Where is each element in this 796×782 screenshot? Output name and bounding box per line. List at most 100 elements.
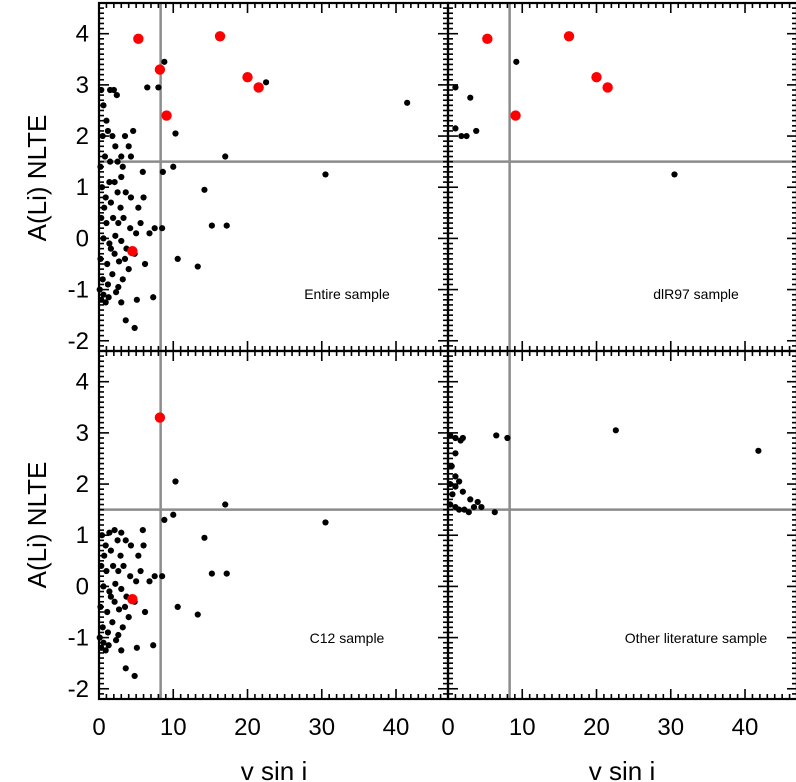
black-data-point [118, 299, 125, 306]
black-data-point [107, 547, 114, 554]
red-data-point [127, 246, 138, 257]
black-data-point [100, 235, 107, 242]
black-data-point [112, 143, 119, 150]
black-data-point [262, 79, 270, 86]
black-data-point [106, 240, 113, 247]
x-tick-label: 10 [509, 714, 536, 741]
black-data-point [174, 255, 181, 262]
black-data-point [135, 204, 142, 211]
black-data-point [150, 294, 157, 301]
black-data-point [107, 199, 114, 206]
black-data-point [106, 529, 113, 536]
black-data-point [100, 102, 107, 109]
black-data-point [101, 153, 109, 160]
black-data-point [111, 250, 118, 257]
black-data-point [111, 179, 118, 186]
black-data-point [223, 570, 230, 577]
y-tick-label: 4 [76, 21, 89, 48]
black-data-point [104, 608, 111, 616]
black-data-point [478, 503, 485, 511]
panel-bottom-left: C12 sample [96, 349, 450, 701]
black-data-point [448, 463, 455, 470]
black-data-point [106, 588, 113, 595]
y-tick-label: 2 [76, 123, 89, 150]
panel-label: Entire sample [304, 286, 390, 302]
axis-ticks [447, 350, 796, 700]
black-data-point [452, 84, 459, 91]
black-data-point [172, 130, 179, 137]
black-data-point [322, 519, 329, 526]
black-data-point [121, 132, 129, 140]
black-data-point [122, 537, 129, 544]
black-data-point [467, 94, 474, 101]
black-data-point [172, 478, 179, 485]
red-data-point [154, 64, 166, 75]
black-data-point [118, 529, 125, 536]
y-tick-label: 3 [76, 72, 89, 99]
red-data-point [563, 31, 575, 42]
black-data-point [459, 434, 466, 442]
black-data-point [155, 84, 162, 91]
black-data-point [474, 498, 481, 506]
black-data-point [115, 219, 122, 227]
black-data-point [102, 299, 109, 306]
panel-top-right: dlR97 sample [446, 1, 796, 353]
black-data-point [112, 580, 119, 587]
y-tick-label: 0 [76, 573, 89, 600]
red-data-point [242, 72, 253, 83]
black-data-point [98, 532, 106, 539]
black-data-point [100, 639, 107, 646]
black-data-point [458, 132, 465, 140]
black-data-point [159, 168, 166, 175]
y-tick-label: 1 [76, 174, 89, 201]
black-data-point [99, 132, 106, 140]
y-axis-title-top: A(Li) NLTE [22, 115, 52, 242]
black-data-point [109, 132, 116, 140]
black-data-point [115, 567, 122, 575]
black-data-point [127, 542, 135, 549]
black-data-point [113, 92, 120, 99]
black-data-point [449, 491, 456, 498]
y-tick-label: -2 [68, 676, 89, 703]
black-data-point [127, 225, 134, 232]
black-data-point [194, 263, 201, 270]
black-data-point [107, 593, 114, 600]
black-data-point [117, 552, 124, 559]
black-data-point [130, 127, 137, 135]
black-data-point [452, 450, 459, 457]
black-data-point [99, 624, 106, 631]
black-data-point [107, 158, 114, 165]
black-data-point [118, 585, 125, 593]
black-data-point [110, 562, 117, 570]
black-data-point [159, 573, 166, 580]
black-data-point [127, 573, 134, 580]
x-tick-label: 0 [92, 714, 105, 741]
x-axis-title-left: v sin i [241, 756, 307, 782]
black-data-point [119, 163, 126, 170]
black-data-point [115, 631, 122, 639]
black-data-point [111, 527, 118, 534]
black-data-point [452, 473, 459, 480]
black-data-point [467, 496, 474, 503]
black-data-point [114, 158, 121, 165]
black-data-point [504, 434, 511, 442]
y-tick-label: 4 [76, 369, 89, 396]
panel-label: Other literature sample [625, 630, 768, 646]
y-axis-title-bottom: A(Li) NLTE [22, 462, 52, 589]
black-data-point [139, 527, 146, 534]
black-data-point [146, 230, 153, 237]
black-data-point [755, 447, 762, 454]
x-tick-label: 30 [657, 714, 684, 741]
black-data-point [139, 168, 146, 175]
black-data-point [452, 125, 459, 132]
x-tick-label: 40 [383, 714, 410, 741]
black-data-point [465, 509, 472, 516]
black-data-point [404, 99, 411, 106]
black-data-point [161, 516, 168, 523]
black-data-point [131, 324, 138, 332]
black-data-point [208, 570, 215, 577]
panel-top-left: Entire sample [96, 1, 450, 353]
black-data-point [463, 132, 470, 140]
black-data-point [174, 603, 181, 610]
black-data-point [112, 289, 120, 296]
